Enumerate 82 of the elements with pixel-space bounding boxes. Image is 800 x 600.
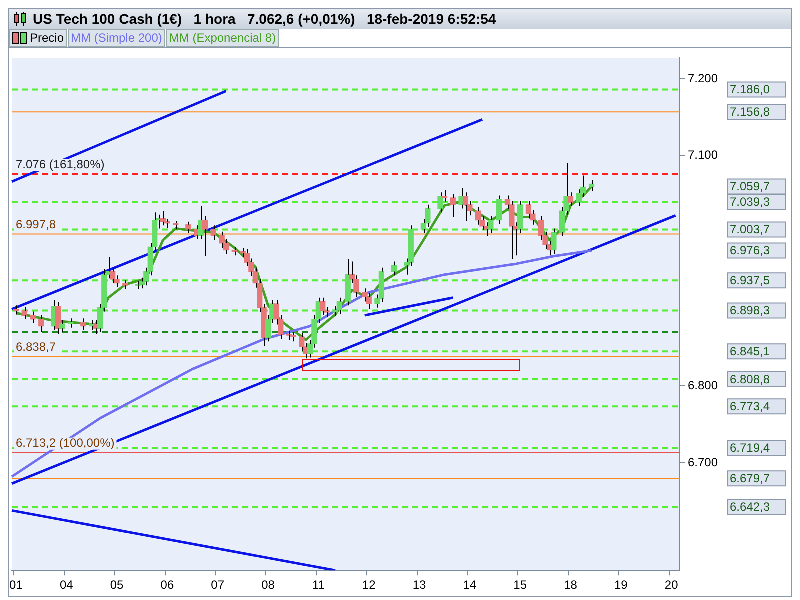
candlestick <box>114 275 120 288</box>
candlestick <box>345 258 351 306</box>
y-tick-label: 7.100 <box>688 148 718 162</box>
candlestick <box>122 280 128 290</box>
candlestick <box>55 302 62 334</box>
y-tick-label: 6.700 <box>688 455 718 470</box>
x-tick-label: 05 <box>110 578 124 592</box>
x-tick-label: 06 <box>160 578 174 592</box>
y2-tick-label: 6.808,8 <box>730 372 770 386</box>
x-tick-label: 20 <box>664 578 679 592</box>
candlestick <box>362 288 368 302</box>
x-tick-label: 19 <box>614 578 628 592</box>
y2-tick-label: 7.186,0 <box>730 82 770 97</box>
candlestick <box>320 297 326 316</box>
candlestick <box>488 216 494 234</box>
chart-title: US Tech 100 Cash (1€) 1 hora 7.062,6 (+0,01%) 18-feb-2019 6:52:54 <box>33 11 496 27</box>
candlestick <box>450 194 456 218</box>
y2-tick-label: 6.679,7 <box>730 471 770 486</box>
candlestick <box>164 219 170 228</box>
candlestick <box>391 261 398 276</box>
candlestick <box>438 192 444 214</box>
candlestick <box>425 204 431 228</box>
candlestick <box>60 320 66 333</box>
x-tick-label: 04 <box>60 578 74 592</box>
y2-tick-label: 6.976,3 <box>730 244 770 258</box>
x-tick-label: 15 <box>514 578 528 592</box>
candlestick <box>13 305 20 316</box>
candlestick <box>475 206 482 226</box>
candlestick <box>526 200 532 220</box>
candlestick <box>22 306 28 320</box>
candlestick <box>366 292 372 310</box>
legend-label: Precio <box>30 31 64 45</box>
candlestick <box>135 280 141 290</box>
y2-tick-label: 6.773,4 <box>730 399 770 414</box>
candlestick <box>299 332 305 352</box>
ref-line-label: 6.838,7 <box>16 340 56 354</box>
candlestick <box>588 180 595 192</box>
ref-line-label: 7.076 (161,80%) <box>16 158 105 172</box>
candlestick <box>290 332 296 342</box>
candlestick <box>496 195 502 225</box>
candlestick <box>462 192 469 222</box>
candlestick <box>186 221 192 234</box>
candlestick <box>442 190 448 202</box>
candlestick <box>408 225 414 267</box>
text: MM (Simple 200) <box>71 31 162 45</box>
candlestick <box>538 216 544 241</box>
x-tick-label: 18 <box>564 578 578 592</box>
y2-tick-label: 7.059,7 <box>730 180 770 194</box>
candlestick <box>30 311 36 324</box>
text: MM (Exponencial 8) <box>169 31 276 45</box>
y2-tick-label: 6.937,5 <box>730 273 770 288</box>
candlestick <box>68 318 74 328</box>
x-tick-label: 14 <box>463 578 477 592</box>
y2-tick-label: 7.003,7 <box>730 222 770 237</box>
x-tick-label: 13 <box>412 578 426 592</box>
y2-tick-label: 7.039,3 <box>730 195 770 210</box>
x-tick-label: 12 <box>362 578 376 592</box>
ref-line-label: 6.713,2 (100,00%) <box>16 436 115 450</box>
x-tick-label: 07 <box>211 578 225 592</box>
candlestick <box>551 228 557 255</box>
candlestick <box>80 318 86 331</box>
candlestick <box>576 189 582 207</box>
x-tick-label: 08 <box>262 578 276 592</box>
y2-tick-label: 6.898,3 <box>730 304 770 318</box>
y2-tick-label: 7.156,8 <box>730 104 770 119</box>
candlestick <box>223 239 230 255</box>
x-tick-label: 01 <box>10 578 24 592</box>
ref-line-label: 6.997,8 <box>16 218 56 232</box>
candlestick <box>354 275 360 298</box>
y-tick-label: 6.800 <box>688 378 718 393</box>
x-tick-label: 11 <box>312 578 326 592</box>
candlestick <box>332 306 338 317</box>
candlestick <box>219 231 225 248</box>
y2-tick-label: 6.642,3 <box>730 500 770 514</box>
y2-tick-label: 6.845,1 <box>730 344 770 358</box>
candlestick <box>509 200 515 260</box>
candlestick <box>336 297 343 315</box>
candlestick <box>38 315 44 333</box>
candlestick <box>210 225 216 241</box>
y-tick-label: 7.200 <box>688 71 718 86</box>
y2-tick-label: 6.719,4 <box>730 440 770 455</box>
candlestick <box>378 267 385 303</box>
